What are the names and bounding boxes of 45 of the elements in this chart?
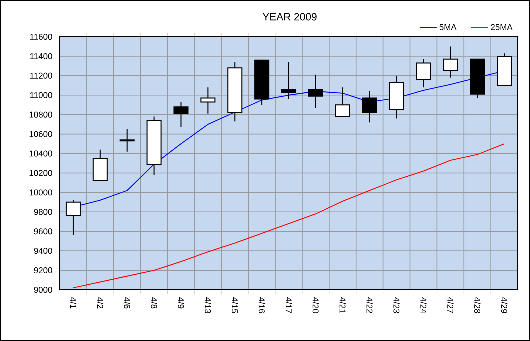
candlestick xyxy=(282,62,297,100)
y-tick-label: 10600 xyxy=(30,131,52,138)
y-tick-label: 9800 xyxy=(34,209,52,216)
x-tick-label: 4/16 xyxy=(258,297,266,314)
y-tick-label: 11200 xyxy=(30,72,52,79)
x-tick-label: 4/28 xyxy=(474,297,481,314)
candlestick xyxy=(335,87,350,118)
x-tick-label: 4/20 xyxy=(312,297,320,314)
chart-title: YEAR 2009 xyxy=(262,13,317,21)
candlestick xyxy=(200,87,216,114)
y-tick-label: 11000 xyxy=(30,92,52,98)
x-tick-label: 4/1 xyxy=(70,297,77,309)
candlestick xyxy=(174,102,189,128)
x-tick-label: 4/13 xyxy=(205,297,212,314)
candlestick xyxy=(443,46,458,78)
y-tick-label: 10200 xyxy=(30,170,52,176)
candlestick xyxy=(66,199,81,236)
x-tick-label: 4/17 xyxy=(286,297,292,314)
x-tick-label: 4/9 xyxy=(178,297,184,309)
y-tick-label: 9000 xyxy=(34,287,52,293)
x-tick-label: 4/21 xyxy=(340,297,346,314)
x-tick-label: 4/24 xyxy=(420,297,427,314)
x-tick-label: 4/29 xyxy=(501,297,508,314)
x-tick-label: 4/23 xyxy=(394,297,400,314)
x-tick-label: 4/6 xyxy=(124,297,130,309)
x-tick-label: 4/22 xyxy=(366,297,373,314)
y-tick-label: 10000 xyxy=(30,190,52,196)
candlestick xyxy=(416,58,432,88)
x-tick-label: 4/27 xyxy=(448,297,454,314)
candlestick xyxy=(308,74,324,109)
candlestick xyxy=(362,90,378,124)
y-tick-label: 10800 xyxy=(30,112,52,118)
y-tick-label: 11400 xyxy=(30,53,52,60)
y-tick-label: 9400 xyxy=(34,248,52,254)
x-tick-label: 4/2 xyxy=(97,297,104,309)
candlestick xyxy=(92,149,108,182)
y-tick-label: 11600 xyxy=(30,34,52,40)
y-tick-label: 10400 xyxy=(30,150,52,157)
y-tick-label: 9200 xyxy=(34,268,52,274)
x-tick-label: 4/15 xyxy=(232,297,238,314)
candlestick xyxy=(120,128,135,152)
y-tick-label: 9600 xyxy=(34,228,52,235)
legend-label: 25MA xyxy=(491,24,513,30)
legend-label: 5MA xyxy=(440,24,457,30)
x-tick-label: 4/8 xyxy=(151,297,158,309)
